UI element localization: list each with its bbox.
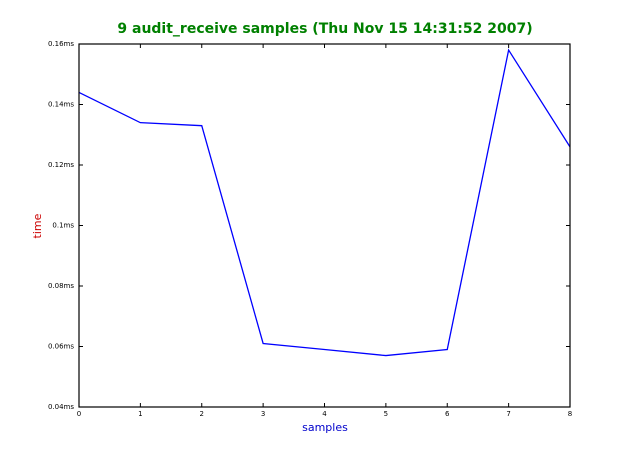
y-axis-label: time <box>31 213 44 238</box>
x-tick-label: 1 <box>138 410 142 418</box>
x-tick-label: 8 <box>568 410 572 418</box>
x-tick-label: 7 <box>506 410 510 418</box>
y-tick-label: 0.16ms <box>48 40 74 48</box>
y-tick-label: 0.08ms <box>48 282 74 290</box>
x-tick-label: 2 <box>200 410 204 418</box>
x-axis-label: samples <box>302 421 348 434</box>
y-tick-label: 0.1ms <box>52 222 74 230</box>
x-tick-label: 5 <box>384 410 388 418</box>
plot-frame <box>78 43 571 408</box>
y-tick-label: 0.04ms <box>48 403 74 411</box>
x-tick-label: 3 <box>261 410 265 418</box>
x-tick-label: 6 <box>445 410 450 418</box>
x-tick-label: 0 <box>77 410 81 418</box>
y-tick-label: 0.12ms <box>48 161 74 169</box>
y-tick-label: 0.14ms <box>48 101 74 109</box>
x-tick-label: 4 <box>322 410 327 418</box>
y-tick-label: 0.06ms <box>48 343 74 351</box>
data-line <box>78 48 571 357</box>
chart-title: 9 audit_receive samples (Thu Nov 15 14:3… <box>117 21 532 37</box>
